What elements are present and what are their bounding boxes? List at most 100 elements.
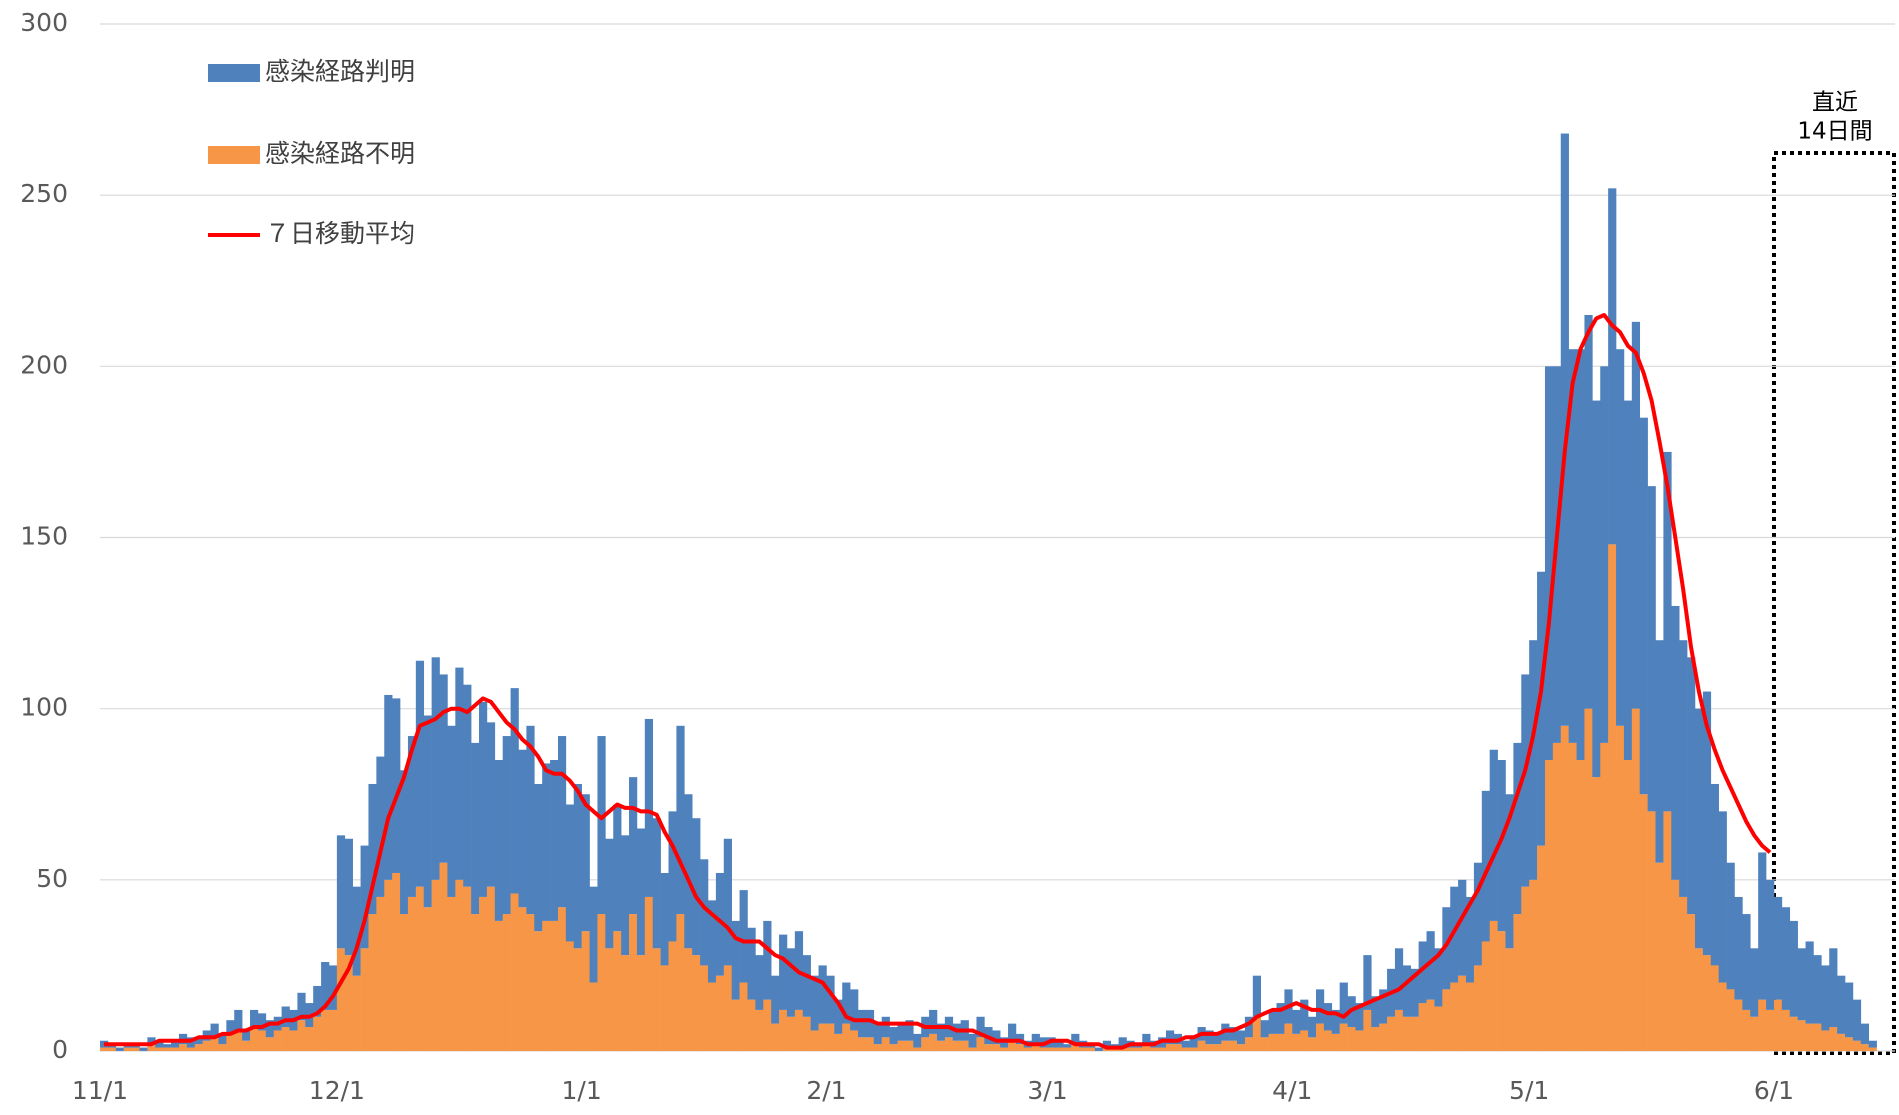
bar (115, 1047, 124, 1051)
bar (494, 920, 503, 1051)
bar (344, 838, 353, 956)
bar (210, 1023, 219, 1038)
bar (1655, 640, 1664, 863)
bar (1244, 1016, 1254, 1038)
bar (889, 1027, 898, 1045)
bar (834, 1033, 843, 1051)
bar (178, 1044, 188, 1051)
bar (755, 1009, 764, 1051)
bar (226, 1033, 235, 1051)
bar (250, 1027, 259, 1051)
bar (1213, 1033, 1222, 1045)
bar (944, 1037, 954, 1051)
bar (818, 965, 827, 1024)
bar (1837, 975, 1846, 1034)
bar (865, 1009, 875, 1038)
bar (1742, 914, 1751, 1010)
bar (1766, 879, 1775, 1010)
bar (1718, 811, 1727, 983)
bar (494, 760, 503, 921)
bar (1315, 989, 1325, 1024)
bar (676, 914, 685, 1051)
bar (976, 1016, 985, 1038)
bar (463, 684, 472, 887)
bar (1860, 1023, 1870, 1045)
bar (328, 965, 338, 1010)
bar (305, 1027, 314, 1051)
bar (1758, 999, 1767, 1051)
annotation: 14日間 (1797, 119, 1872, 145)
bar (194, 1037, 203, 1045)
bar (1023, 1047, 1033, 1051)
bar (739, 890, 748, 983)
bar (1442, 907, 1451, 990)
bar (1797, 1020, 1806, 1051)
bar (731, 999, 740, 1051)
bar (1600, 742, 1609, 1051)
bar (502, 736, 511, 915)
bar (1781, 1009, 1791, 1051)
bar (265, 1037, 275, 1051)
bar (747, 927, 756, 1000)
bar (1663, 811, 1672, 1051)
bar (171, 1047, 180, 1051)
bar (1829, 948, 1838, 1028)
bar (936, 1023, 946, 1041)
bar (486, 722, 496, 887)
bar (431, 879, 440, 1051)
y-tick-label: 50 (36, 864, 68, 893)
bar (1805, 1023, 1814, 1051)
bar (913, 1033, 922, 1048)
bar (1521, 886, 1530, 1051)
bar (1158, 1047, 1167, 1051)
bar (1221, 1040, 1230, 1051)
bar (1821, 1030, 1830, 1051)
bar (163, 1047, 172, 1051)
bar (1789, 920, 1798, 1017)
bar (1315, 1023, 1325, 1051)
bar (700, 965, 709, 1051)
bar (1331, 1009, 1340, 1034)
bar (415, 886, 425, 1051)
bar (1821, 965, 1830, 1031)
bar (1000, 1047, 1009, 1051)
y-tick-label: 250 (20, 179, 68, 208)
bar (447, 896, 456, 1051)
bar (542, 920, 551, 1051)
recent-box (1772, 151, 1896, 1055)
bar (1339, 1023, 1348, 1051)
bar (692, 955, 701, 1051)
bar (1165, 1030, 1175, 1045)
bar (313, 1016, 322, 1051)
bar (1576, 349, 1585, 761)
bar (660, 872, 669, 966)
bar (344, 955, 353, 1051)
bar (684, 948, 693, 1051)
bar (1300, 1030, 1309, 1051)
bar (1584, 708, 1593, 1051)
bar (565, 804, 575, 942)
bar (850, 1030, 859, 1051)
bar (234, 1030, 243, 1051)
bar (1055, 1040, 1064, 1048)
bar (668, 941, 677, 1051)
bar (1489, 920, 1498, 1051)
bar (1513, 914, 1522, 1051)
bar (218, 1033, 227, 1045)
bar (1071, 1033, 1080, 1045)
x-tick-label: 1/1 (562, 1076, 602, 1105)
bar (510, 688, 519, 894)
bar (968, 1047, 977, 1051)
bar (1134, 1047, 1143, 1051)
x-tick-label: 2/1 (806, 1076, 846, 1105)
bar (1071, 1044, 1080, 1051)
bar (771, 975, 780, 1024)
bar (660, 965, 669, 1051)
bar (763, 920, 772, 1000)
bar (992, 1044, 1001, 1051)
y-tick-label: 200 (20, 350, 68, 379)
bar (1750, 948, 1759, 1017)
bar (723, 838, 732, 966)
bar (1418, 941, 1427, 1004)
